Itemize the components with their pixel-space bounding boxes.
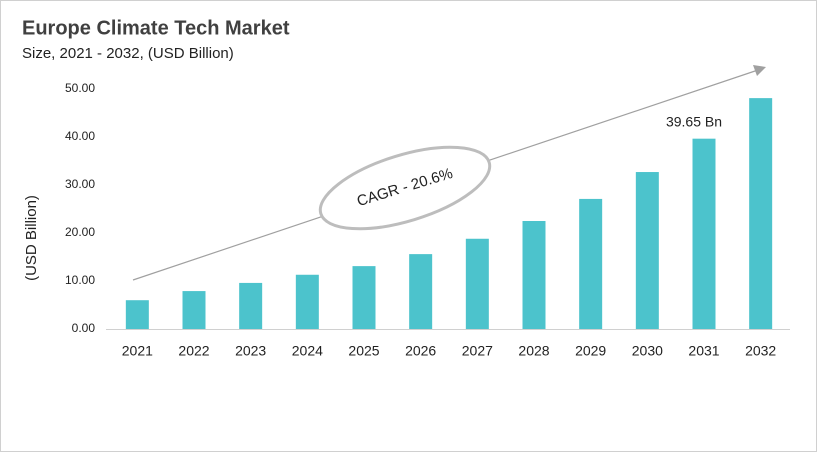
bar: [125, 300, 149, 329]
bar: [579, 198, 603, 329]
x-tick-label: 2021: [122, 343, 153, 359]
x-tick-label: 2022: [178, 343, 209, 359]
y-tick-label: 50.00: [65, 81, 95, 95]
x-tick-label: 2024: [292, 343, 323, 359]
y-tick-label: 0.00: [72, 321, 96, 335]
x-tick-label: 2026: [405, 343, 436, 359]
y-tick-label: 10.00: [65, 273, 95, 287]
cagr-ellipse: [318, 145, 492, 231]
y-tick-label: 30.00: [65, 177, 95, 191]
x-tick-label: 2027: [462, 343, 493, 359]
x-tick-label: 2031: [688, 343, 719, 359]
chart-subtitle: Size, 2021 - 2032, (USD Billion): [22, 45, 234, 62]
bar: [465, 238, 489, 329]
bar: [522, 221, 546, 329]
chart-title: Europe Climate Tech Market: [22, 17, 290, 39]
value-label: 39.65 Bn: [666, 113, 722, 129]
bar: [409, 254, 433, 329]
bar: [352, 266, 376, 329]
bar: [182, 291, 206, 329]
x-tick-label: 2029: [575, 343, 606, 359]
bar: [635, 172, 659, 329]
bar: [692, 138, 716, 329]
y-tick-label: 20.00: [65, 225, 95, 239]
x-tick-label: 2030: [632, 343, 663, 359]
x-tick-label: 2025: [348, 343, 379, 359]
y-axis-label: (USD Billion): [23, 195, 40, 281]
y-tick-label: 40.00: [65, 129, 95, 143]
x-tick-label: 2028: [518, 343, 549, 359]
bar: [295, 274, 319, 329]
arrow-head: [753, 65, 766, 76]
x-tick-label: 2023: [235, 343, 266, 359]
x-tick-label: 2032: [745, 343, 776, 359]
bar: [239, 282, 263, 329]
bar: [749, 98, 773, 330]
